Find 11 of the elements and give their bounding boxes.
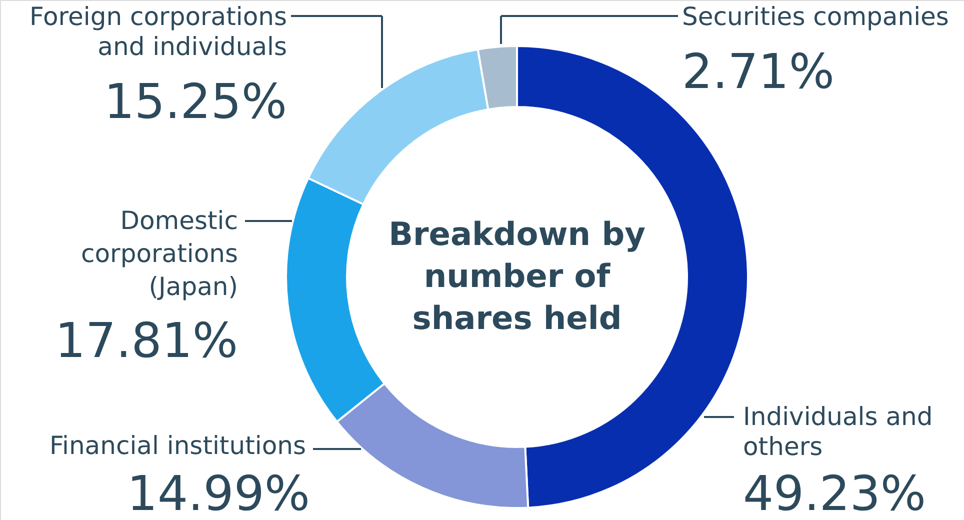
data-label: 15.25% — [104, 74, 287, 130]
data-label: 14.99% — [126, 466, 310, 520]
slice-label: Individuals and others — [743, 402, 933, 461]
data-label: 2.71% — [682, 44, 834, 100]
slice-label: Foreign corporations and individuals — [30, 2, 287, 61]
data-label: 49.23% — [743, 466, 926, 520]
text: Breakdown by number of shares held — [388, 215, 646, 337]
data-label: 17.81% — [54, 313, 238, 369]
slice-label: Financial institutions — [49, 431, 306, 460]
slice-label: Domestic corporations (Japan) — [81, 206, 238, 301]
slice-label: Securities companies — [682, 2, 949, 31]
